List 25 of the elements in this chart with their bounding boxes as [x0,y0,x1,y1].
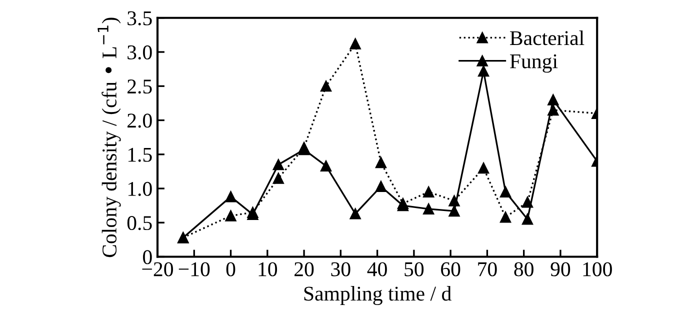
x-tick-label: −20 [142,262,173,276]
x-tick-label: 60 [441,262,460,276]
x-tick-label: 50 [404,262,424,276]
y-tick-label: 1.0 [128,182,152,196]
y-tick-label: 2.5 [128,80,152,94]
y-tick-label: 0.5 [127,216,152,230]
legend-label: Bacterial [510,30,584,46]
y-tick-label: 3.5 [128,11,152,26]
y-axis-title: Colony density / (cfu • L$^{−1}$) [98,18,121,258]
x-tick-label: 0 [226,262,236,276]
x-tick-label: 70 [478,262,497,276]
x-tick-label: −10 [178,262,210,276]
y-tick-label: 2.0 [128,114,152,128]
x-tick-label: 20 [294,262,314,276]
x-axis-title: Sampling time / d [304,286,452,306]
x-tick-label: 100 [583,262,612,276]
y-tick-label: 3.0 [128,45,152,60]
x-tick-label: 30 [331,262,350,276]
x-tick-label: 40 [367,262,387,276]
legend-label: Fungi [510,54,558,73]
x-tick-label: 90 [550,262,570,276]
x-tick-label: 80 [514,262,534,276]
y-tick-label: 0 [143,250,152,264]
x-tick-label: 10 [258,262,278,276]
y-tick-label: 1.5 [128,148,152,162]
